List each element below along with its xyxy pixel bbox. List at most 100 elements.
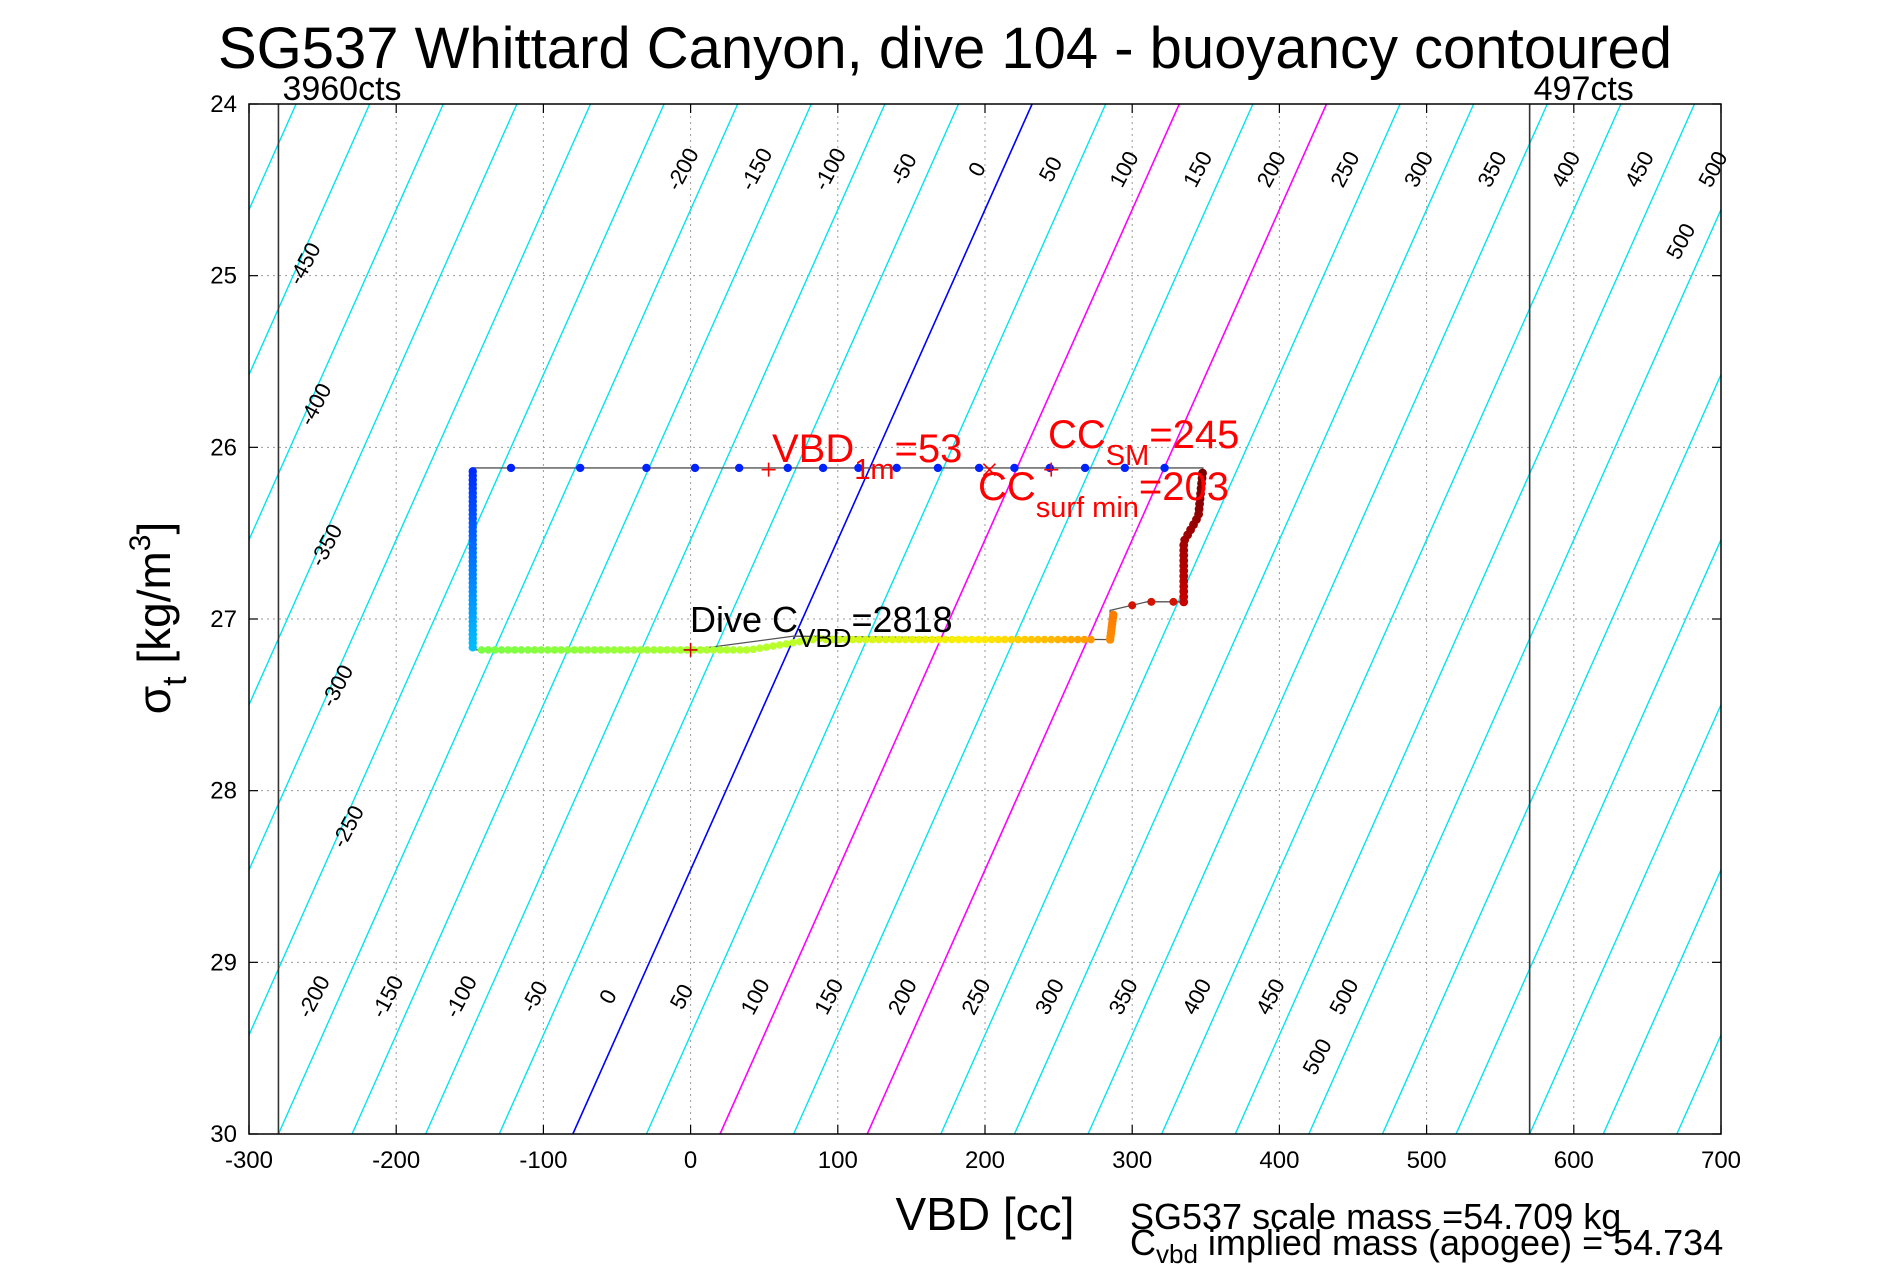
y-axis-label: σt [kg/m3]: [124, 522, 194, 715]
axis-ticks: -300 -200 -100 0 100 200 300 400 500 600 700242526…: [210, 91, 1741, 1174]
data-point: [921, 635, 930, 644]
contour-label: 500: [1661, 219, 1700, 263]
annotation-vbd-1m-sub: 1m: [854, 454, 894, 486]
vbd-limits: 3960cts 497cts: [277, 70, 1634, 1134]
y-tick-label: 30: [210, 1121, 237, 1148]
cvbd-sub: vbd: [1156, 1239, 1198, 1270]
data-point: [881, 635, 890, 644]
data-point: [583, 646, 592, 654]
data-point: [1054, 635, 1062, 644]
contour-label: 50: [1034, 152, 1068, 185]
data-point: [769, 642, 777, 650]
data-point: [974, 635, 983, 644]
annotation-cc-sm-rest: =245: [1149, 413, 1239, 457]
contour-label: -150: [735, 144, 778, 195]
data-point: [656, 646, 665, 654]
data-point: [517, 646, 526, 654]
buoyancy-contour-line: [249, 104, 592, 872]
data-point: [868, 635, 877, 644]
buoyancy-contour-line: [0, 104, 75, 1134]
contour-label: 0: [594, 985, 622, 1008]
annotation-dive-cvbd: Dive CVBD=2818: [690, 599, 953, 653]
contour-label: 450: [1620, 147, 1659, 191]
data-point: [636, 646, 645, 654]
contour-label: -50: [516, 977, 553, 1017]
surface-point: [506, 463, 516, 473]
data-point: [484, 646, 493, 654]
data-point: [468, 643, 477, 652]
data-point: [815, 634, 824, 643]
data-point: [1001, 635, 1009, 644]
data-point: [908, 635, 916, 644]
buoyancy-contours: [0, 104, 1891, 1134]
buoyancy-contour-line: [249, 104, 665, 1037]
data-point: [828, 635, 837, 644]
surface-point: [933, 463, 943, 473]
scale-mass-text: SG537 scale mass =54.709 kg: [1130, 1196, 1622, 1237]
contour-label: -150: [366, 971, 409, 1022]
surface-point: [974, 463, 984, 473]
annotation-cc-sm: CCSM=245: [1048, 413, 1239, 472]
surface-point: [1120, 463, 1130, 473]
buoyancy-contour-line: [1308, 207, 1721, 1134]
data-point: [835, 635, 844, 644]
data-point: [1067, 635, 1075, 644]
cvbd-rest: implied mass (apogee) = 54.734: [1197, 1222, 1724, 1263]
data-point: [616, 646, 625, 654]
data-point: [914, 635, 923, 644]
contour-label: -50: [885, 149, 922, 189]
contour-label: 100: [1104, 147, 1143, 191]
data-point: [663, 646, 671, 654]
data-point: [610, 646, 618, 654]
contour-label: 500: [1324, 975, 1363, 1019]
annotation-dive-cvbd-sub: VBD: [798, 623, 851, 653]
buoyancy-contour-line: [645, 104, 1107, 1134]
annotation-vbd-1m: VBD1m=53: [772, 427, 962, 486]
vbd-limit-label: 3960cts: [282, 70, 401, 108]
buoyancy-contour-line: [425, 104, 886, 1134]
data-point: [544, 646, 552, 654]
data-point: [842, 635, 850, 644]
contour-label: 200: [883, 975, 922, 1019]
buoyancy-contour-line: [351, 104, 812, 1134]
x-tick-label: 300: [1112, 1147, 1152, 1174]
data-point: [702, 646, 711, 654]
buoyancy-contour-line: [1381, 372, 1721, 1134]
contour-label: 400: [1546, 147, 1585, 191]
contour-label: 350: [1103, 975, 1142, 1019]
y-axis-label-sup: 3: [124, 535, 157, 552]
buoyancy-contour-line: [0, 104, 223, 1134]
data-point: [861, 635, 870, 644]
y-axis-label-open: [kg/m: [128, 551, 180, 676]
grid: [249, 104, 1721, 1134]
y-tick-label: 26: [210, 434, 237, 461]
data-point: [928, 635, 936, 644]
x-tick-label: 600: [1554, 1147, 1594, 1174]
contour-label: -200: [292, 971, 335, 1022]
data-point: [524, 646, 532, 654]
data-point: [676, 646, 685, 654]
data-point: [941, 635, 950, 644]
y-tick-label: 25: [210, 263, 237, 290]
data-point: [577, 646, 585, 654]
annotation-vbd-1m-rest: =53: [895, 427, 963, 471]
buoyancy-contour-line: [0, 104, 2, 1134]
buoyancy-contour-line: [1824, 104, 1891, 1134]
cvbd-implied-mass-text: Cvbd implied mass (apogee) = 54.734: [1130, 1222, 1723, 1270]
surface-point: [1160, 463, 1169, 473]
buoyancy-contour-line: [277, 104, 739, 1134]
contour-label: 500: [1693, 147, 1732, 191]
data-point: [530, 646, 539, 654]
data-point: [967, 635, 976, 644]
data-point: [630, 646, 638, 654]
data-point: [477, 646, 486, 654]
contour-label: 400: [1177, 975, 1216, 1019]
data-point: [822, 635, 830, 644]
contour-label: 350: [1472, 147, 1511, 191]
x-tick-label: -100: [519, 1147, 567, 1174]
data-point: [762, 643, 771, 651]
y-tick-label: 27: [210, 606, 237, 633]
contour-label: 300: [1030, 975, 1069, 1019]
buoyancy-contour-line: [1234, 104, 1696, 1134]
data-point: [570, 646, 579, 654]
